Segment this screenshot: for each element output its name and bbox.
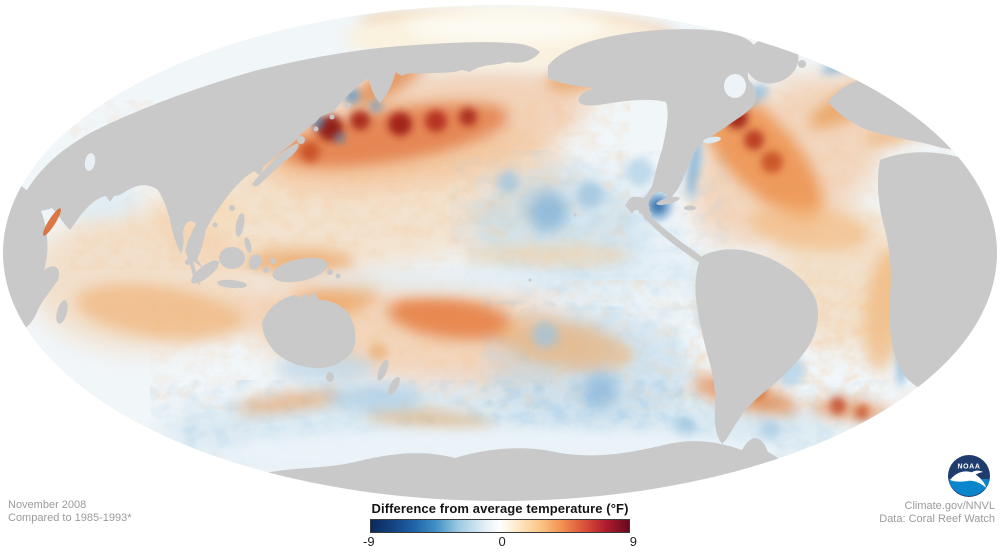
land-philippines-2 (244, 237, 252, 253)
colorbar: Difference from average temperature (°F)… (350, 501, 650, 549)
land-philippines-1 (235, 213, 245, 237)
land-japan (252, 143, 299, 187)
credit-block: Climate.gov/NNVL Data: Coral Reef Watch (879, 500, 995, 526)
land-moluccas-2 (270, 258, 276, 264)
land-sakhalin (299, 104, 311, 132)
great-lakes (703, 136, 721, 144)
land-hispaniola (684, 205, 696, 211)
land-tasmania (326, 372, 334, 382)
land-moluccas-1 (263, 267, 269, 273)
land-borneo (219, 247, 245, 269)
hudson-bay (724, 74, 746, 98)
noaa-logo-text: NOAA (957, 464, 980, 471)
land-hainan (212, 222, 218, 228)
colorbar-tick-min: -9 (363, 534, 375, 549)
land-south-america (695, 249, 818, 444)
arctic-ice-core (405, 12, 605, 44)
period-block: November 2008 Compared to 1985-1993* (8, 499, 132, 525)
land-kuril-1 (313, 126, 319, 132)
land-java (217, 279, 247, 289)
period-label: November 2008 (8, 499, 87, 511)
land-australia (262, 291, 356, 368)
caspian-sea (84, 153, 96, 171)
land-cuba (656, 196, 680, 206)
colorbar-gradient (370, 519, 630, 533)
land-taiwan (229, 205, 235, 211)
credit-source: Climate.gov/NNVL (904, 500, 995, 512)
colorbar-ticks: -9 0 9 (363, 534, 637, 549)
noaa-bird-wing-icon (969, 470, 983, 478)
land-solomons-2 (335, 273, 341, 279)
noaa-bird-icon (950, 471, 987, 488)
land-central-america (644, 214, 706, 263)
land-island-dot-1 (528, 278, 532, 282)
noaa-logo-sea (949, 479, 989, 497)
land-north-america (548, 29, 757, 222)
land-srilanka (185, 259, 191, 265)
land-kuril-3 (345, 102, 351, 108)
land-eurasia (18, 42, 540, 286)
land-sulawesi (248, 254, 262, 270)
land-new-guinea (272, 257, 328, 283)
red-sea (43, 208, 61, 236)
land-water-details (43, 74, 746, 236)
land-island-dot-2 (573, 213, 577, 217)
land-new-zealand-north (377, 359, 389, 381)
land-madagascar (56, 300, 68, 324)
land-iceland (798, 60, 806, 68)
baseline-label: Compared to 1985-1993* (8, 511, 132, 524)
land-sumatra (191, 260, 219, 284)
land-hokkaido (297, 136, 305, 144)
noaa-logo: NOAA (948, 455, 990, 497)
world-anomaly-map (3, 5, 997, 501)
credit-data: Data: Coral Reef Watch (879, 512, 995, 525)
land-solomons-1 (327, 269, 333, 275)
land-kuril-2 (329, 114, 335, 120)
colorbar-tick-mid: 0 (498, 534, 506, 549)
land-new-zealand-south (388, 376, 400, 396)
colorbar-title: Difference from average temperature (°F) (371, 501, 629, 516)
colorbar-tick-max: 9 (629, 534, 637, 549)
